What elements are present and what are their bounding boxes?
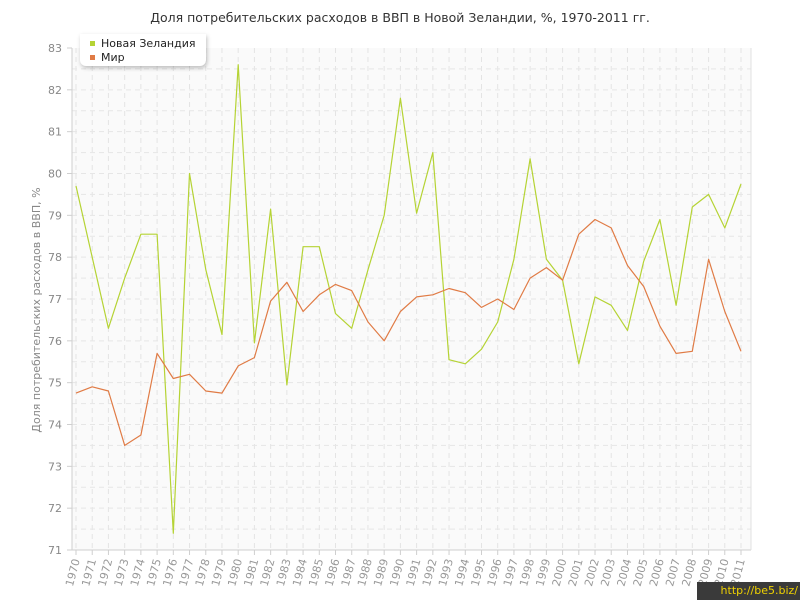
y-tick-label: 77 [48, 293, 62, 306]
y-tick-label: 82 [48, 84, 62, 97]
y-tick-label: 81 [48, 126, 62, 139]
y-tick-label: 73 [48, 460, 62, 473]
watermark[interactable]: http://be5.biz/ [697, 582, 800, 600]
series-line-new-zealand [75, 64, 742, 534]
y-tick-label: 71 [48, 544, 62, 557]
x-tick-labels: 1970197119721973197419751976197719781979… [63, 557, 748, 587]
y-axis-label: Доля потребительских расходов в ВВП, % [30, 187, 43, 432]
y-tick-label: 75 [48, 377, 62, 390]
legend-label-new-zealand: Новая Зеландия [101, 37, 196, 50]
y-tick-label: 83 [48, 42, 62, 55]
series-lines [75, 64, 742, 534]
y-tick-label: 76 [48, 335, 62, 348]
y-tick-label: 74 [48, 419, 62, 432]
y-tick-label: 78 [48, 251, 62, 264]
y-tick-label: 72 [48, 502, 62, 515]
legend-swatch-new-zealand [90, 40, 95, 46]
y-tick-labels: 71 72 73 74 75 76 77 78 79 80 81 82 83 [48, 42, 62, 557]
grid-lines [72, 48, 751, 550]
series-line-world [75, 218, 742, 446]
legend: Новая Зеландия Мир [80, 34, 206, 66]
plot-background [72, 48, 751, 550]
legend-item-world[interactable]: Мир [90, 51, 125, 65]
y-tick-label: 79 [48, 209, 62, 222]
legend-label-world: Мир [101, 51, 125, 64]
legend-swatch-world [90, 54, 95, 60]
legend-item-new-zealand[interactable]: Новая Зеландия [90, 37, 196, 51]
chart-title: Доля потребительских расходов в ВВП в Но… [150, 10, 650, 25]
axes [67, 47, 752, 555]
y-tick-label: 80 [48, 168, 62, 181]
